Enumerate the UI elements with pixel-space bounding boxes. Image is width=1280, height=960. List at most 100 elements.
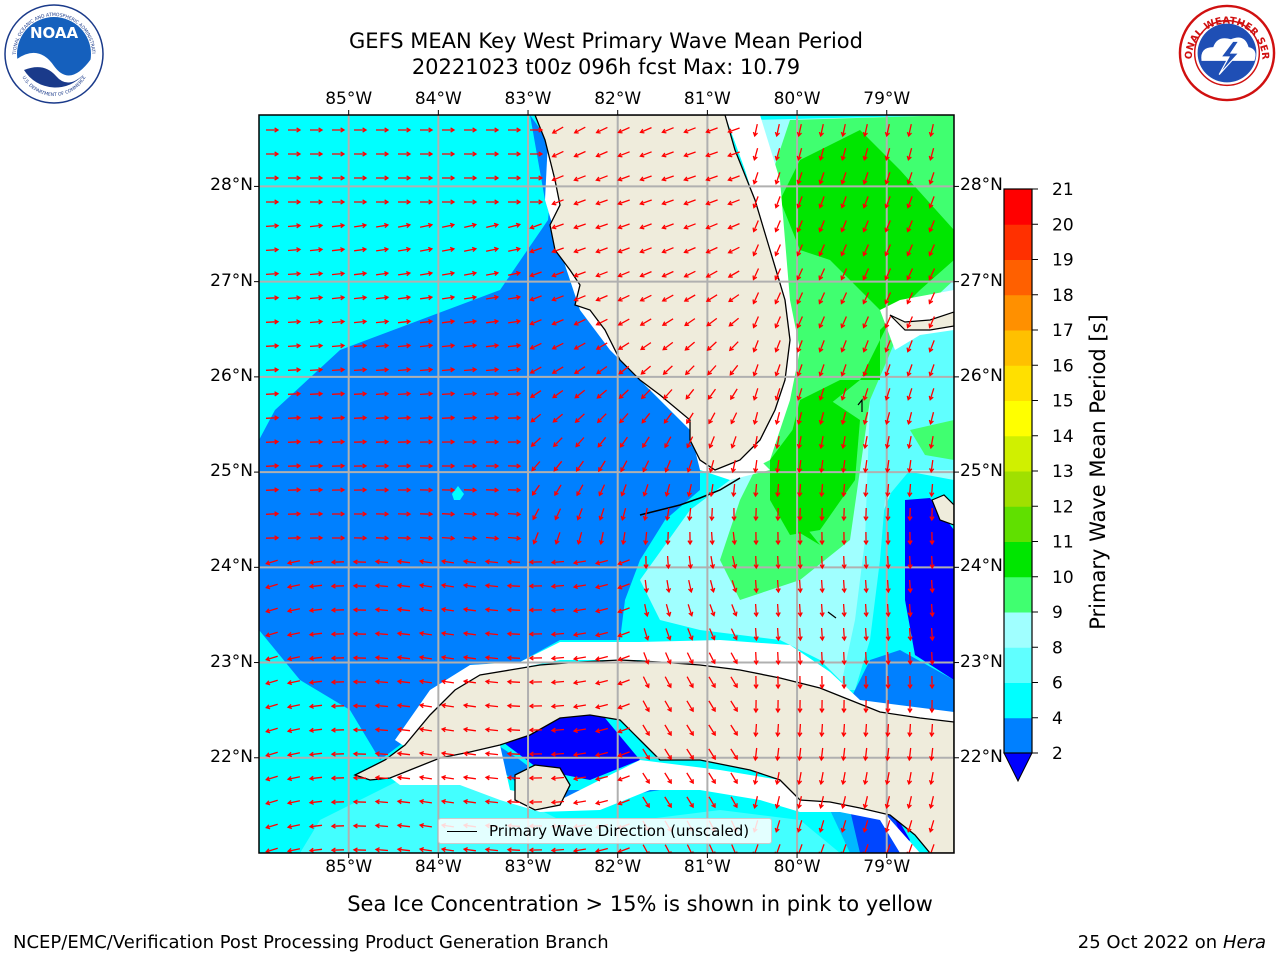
lat-label-right-6: 22°N bbox=[960, 746, 1003, 767]
wave-arrow-751 bbox=[418, 702, 432, 709]
wave-arrow-310 bbox=[265, 367, 280, 373]
wave-arrow-732 bbox=[686, 676, 694, 689]
wave-arrow-430 bbox=[862, 435, 868, 450]
lon-label-top-4: 81°W bbox=[683, 89, 731, 109]
wave-arrow-851 bbox=[572, 775, 587, 782]
wave-arrow-383 bbox=[507, 415, 522, 421]
wave-arrow-8 bbox=[442, 127, 456, 133]
wave-arrow-744 bbox=[265, 703, 278, 710]
wave-arrow-723 bbox=[484, 679, 499, 685]
wave-arrow-660 bbox=[462, 631, 476, 637]
wave-arrow-186 bbox=[265, 271, 280, 277]
wave-arrow-3 bbox=[332, 127, 346, 133]
wave-arrow-583 bbox=[819, 555, 825, 570]
wave-arrow-424 bbox=[730, 436, 737, 449]
wave-arrow-753 bbox=[462, 703, 476, 709]
wave-arrow-14 bbox=[573, 126, 586, 134]
wave-arrow-763 bbox=[686, 700, 694, 713]
wave-arrow-303 bbox=[796, 340, 803, 353]
wave-arrow-957 bbox=[862, 844, 869, 853]
wave-arrow-825 bbox=[686, 748, 694, 761]
wave-arrow-516 bbox=[709, 507, 715, 522]
wave-arrow-420 bbox=[642, 436, 650, 449]
wave-arrow-553 bbox=[841, 531, 847, 546]
wave-arrow-504 bbox=[441, 511, 456, 517]
wave-arrow-498 bbox=[309, 511, 324, 517]
wave-arrow-63 bbox=[288, 175, 302, 181]
colorbar-segment-7 bbox=[1004, 471, 1032, 507]
wave-arrow-613 bbox=[797, 579, 803, 594]
wave-arrow-98 bbox=[376, 199, 390, 205]
wave-arrow-223 bbox=[398, 295, 412, 301]
wave-arrow-292 bbox=[551, 342, 564, 350]
wave-arrow-771 bbox=[863, 699, 869, 714]
wave-arrow-251 bbox=[331, 319, 346, 325]
nws-logo: NATIONAL WEATHER SERVICE bbox=[1178, 4, 1276, 102]
wave-arrow-189 bbox=[331, 271, 346, 277]
wave-arrow-483 bbox=[664, 484, 671, 498]
wave-arrow-737 bbox=[797, 675, 803, 690]
wave-arrow-414 bbox=[507, 439, 522, 445]
land-cay-2 bbox=[827, 611, 837, 619]
wave-arrow-293 bbox=[573, 342, 586, 350]
map-frame bbox=[258, 114, 955, 854]
wave-arrow-85 bbox=[774, 172, 781, 185]
wave-arrow-597 bbox=[440, 582, 454, 589]
land-cay bbox=[857, 398, 863, 412]
wave-arrow-446 bbox=[531, 461, 541, 472]
wave-arrow-254 bbox=[397, 319, 412, 325]
wave-arrow-326 bbox=[618, 365, 630, 375]
wave-arrow-408 bbox=[375, 439, 390, 445]
wave-arrow-332 bbox=[752, 364, 759, 377]
wave-arrow-141 bbox=[639, 223, 652, 230]
wave-arrow-786 bbox=[506, 727, 521, 733]
wave-arrow-138 bbox=[573, 223, 586, 230]
wave-arrow-216 bbox=[928, 268, 936, 281]
wave-arrow-632 bbox=[528, 607, 543, 613]
wave-arrow-511 bbox=[598, 508, 605, 521]
wave-arrow-391 bbox=[686, 412, 694, 425]
wave-arrow-235 bbox=[661, 294, 674, 302]
wave-arrow-586 bbox=[885, 555, 891, 570]
wave-arrow-103 bbox=[486, 199, 500, 205]
wave-arrow-609 bbox=[709, 580, 716, 594]
wave-arrow-513 bbox=[642, 507, 648, 522]
wave-arrow-944 bbox=[572, 847, 587, 853]
wave-arrow-126 bbox=[309, 223, 324, 229]
wave-arrow-943 bbox=[550, 847, 565, 853]
wave-arrow-748 bbox=[352, 703, 367, 709]
wave-arrow-898 bbox=[928, 796, 935, 810]
wave-arrow-388 bbox=[619, 413, 629, 424]
wave-arrow-678 bbox=[863, 627, 869, 642]
wave-arrow-354 bbox=[552, 389, 564, 399]
wave-arrow-537 bbox=[485, 535, 500, 541]
wave-arrow-76 bbox=[573, 175, 586, 182]
wave-arrow-602 bbox=[550, 583, 565, 589]
wave-arrow-888 bbox=[708, 796, 716, 809]
wave-arrow-272 bbox=[796, 316, 803, 329]
footer-host: Hera bbox=[1222, 932, 1266, 953]
wave-arrow-735 bbox=[753, 675, 759, 690]
wave-arrow-710 bbox=[885, 651, 891, 666]
wave-arrow-739 bbox=[841, 675, 847, 690]
wave-arrow-190 bbox=[353, 271, 368, 277]
wave-arrow-456 bbox=[753, 460, 759, 474]
wave-arrow-452 bbox=[664, 460, 671, 473]
wave-arrow-449 bbox=[598, 460, 606, 473]
wave-arrow-174 bbox=[683, 247, 696, 254]
wave-arrow-474 bbox=[463, 487, 478, 493]
wave-arrow-846 bbox=[462, 775, 476, 781]
wave-arrow-566 bbox=[440, 558, 454, 565]
wave-arrow-862 bbox=[818, 771, 825, 786]
wave-arrow-416 bbox=[552, 437, 563, 448]
wave-arrow-702 bbox=[708, 652, 716, 665]
wave-arrow-396 bbox=[796, 412, 803, 426]
wave-arrow-624 bbox=[352, 607, 367, 613]
wave-arrow-596 bbox=[418, 582, 432, 589]
wave-arrow-291 bbox=[529, 342, 542, 350]
wave-arrow-933 bbox=[330, 847, 345, 853]
colorbar-segment-4 bbox=[1004, 576, 1032, 613]
wave-arrow-25 bbox=[818, 123, 824, 138]
wave-arrow-379 bbox=[419, 415, 434, 421]
